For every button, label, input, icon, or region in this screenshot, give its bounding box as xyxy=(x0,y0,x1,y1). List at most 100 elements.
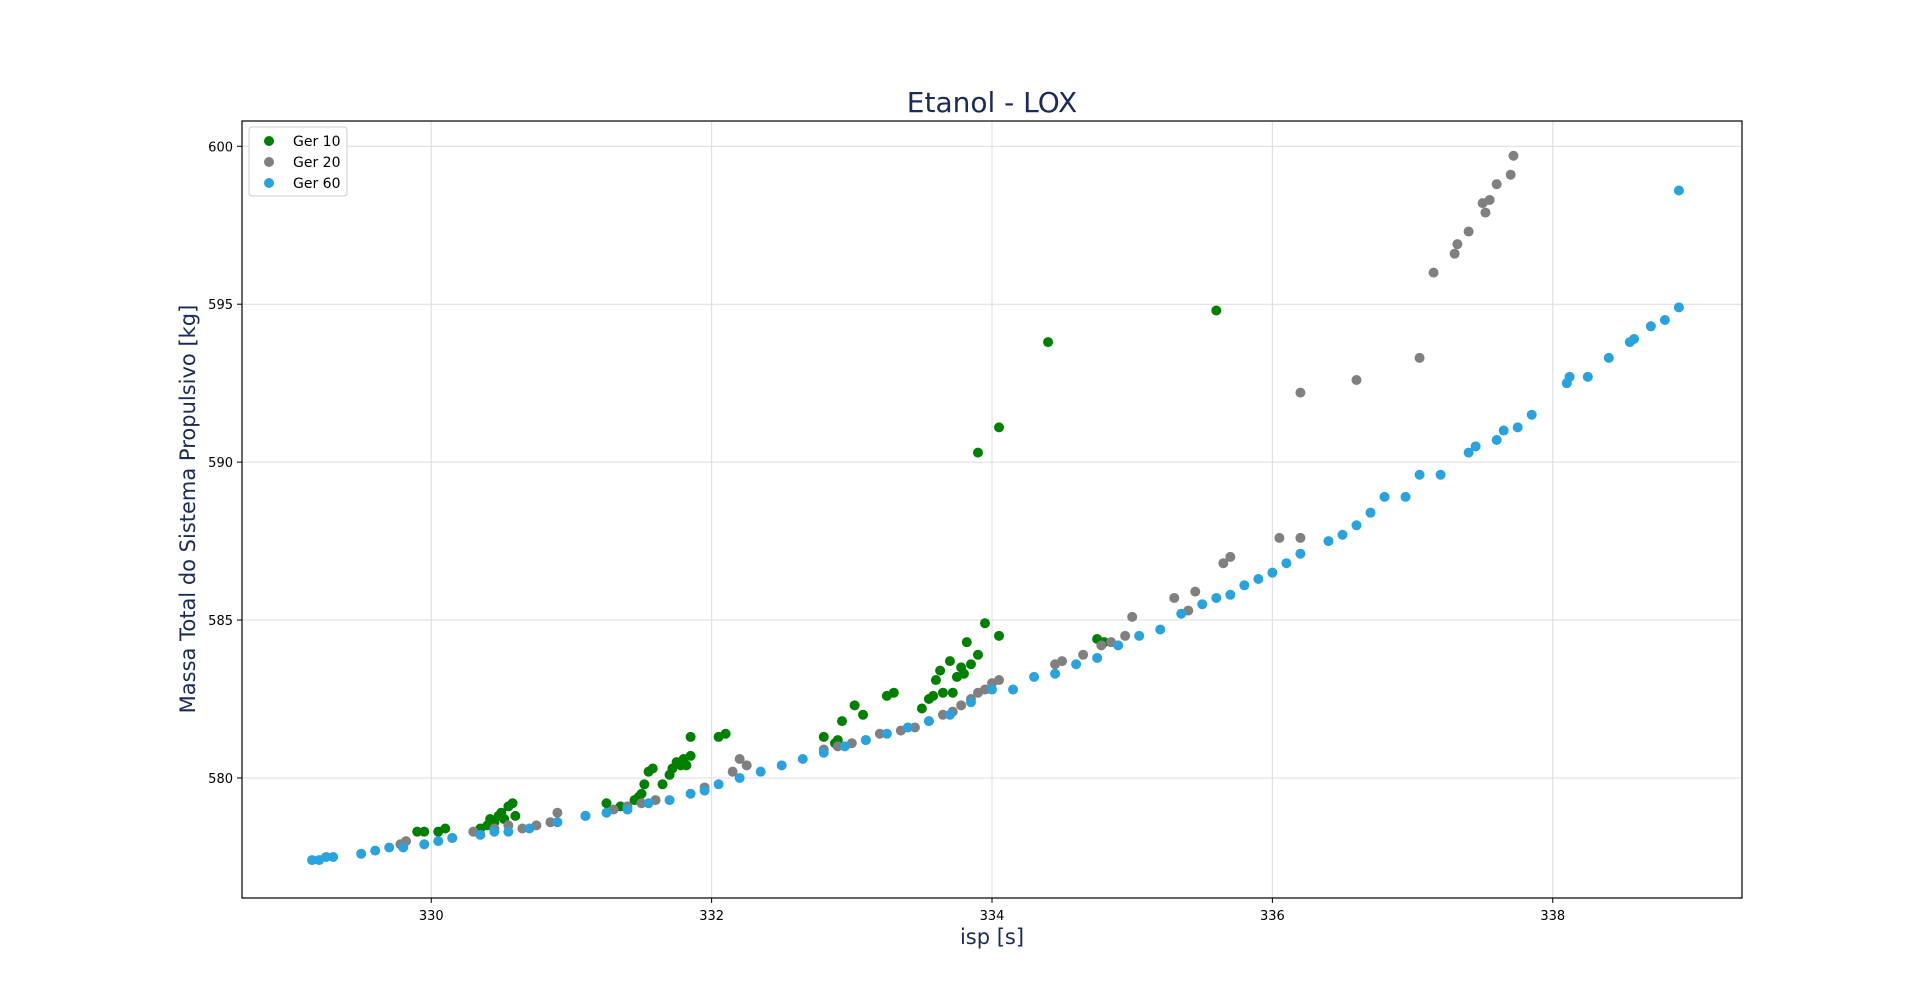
ger-20-point xyxy=(1218,558,1229,569)
ger-20-point xyxy=(1484,194,1495,205)
ger-60-point xyxy=(1379,491,1390,502)
ger-60-point xyxy=(622,804,633,815)
ger-60-point xyxy=(419,839,430,850)
ger-20-point xyxy=(832,741,843,752)
ger-60-point xyxy=(944,709,955,720)
ger-60-point xyxy=(1400,491,1411,502)
ger-20-point xyxy=(727,766,738,777)
ger-60-point xyxy=(1435,469,1446,480)
ger-10-point xyxy=(928,690,939,701)
ger-20-point xyxy=(994,675,1005,686)
ger-20-point xyxy=(1295,532,1306,543)
ger-20-point xyxy=(636,798,647,809)
ger-60-point xyxy=(1267,567,1278,578)
x-tick-label: 334 xyxy=(980,909,1005,924)
ger-60-point xyxy=(1295,548,1306,559)
ger-10-point xyxy=(972,447,983,458)
y-tick-label: 585 xyxy=(208,614,233,629)
ger-20-point xyxy=(1225,551,1236,562)
ger-20-point xyxy=(1505,169,1516,180)
legend-label-ger-60: Ger 60 xyxy=(293,176,340,192)
ger-20-point xyxy=(1480,207,1491,218)
ger-60-point xyxy=(1351,520,1362,531)
ger-10-point xyxy=(947,687,958,698)
ger-60-point xyxy=(734,772,745,783)
ger-60-point xyxy=(1512,422,1523,433)
ger-60-point xyxy=(489,826,500,837)
y-tick-label: 595 xyxy=(208,298,233,313)
ger-10-point xyxy=(888,687,899,698)
ger-60-point xyxy=(1582,371,1593,382)
ger-60-point xyxy=(307,855,318,866)
ger-20-point xyxy=(734,754,745,765)
ger-10-point xyxy=(958,668,969,679)
ger-60-point xyxy=(839,741,850,752)
ger-60-point xyxy=(1029,671,1040,682)
ger-60-point xyxy=(398,842,409,853)
ger-60-point xyxy=(580,810,591,821)
ger-60-point xyxy=(1365,507,1376,518)
ger-60-point xyxy=(1071,659,1082,670)
ger-60-point xyxy=(1050,668,1061,679)
y-axis-title: Massa Total do Sistema Propulsivo [kg] xyxy=(176,305,200,714)
ger-60-point xyxy=(1092,652,1103,663)
ger-20-point xyxy=(909,722,920,733)
ger-10-point xyxy=(994,630,1005,641)
ger-60-point xyxy=(755,766,766,777)
ger-10-point xyxy=(685,731,696,742)
ger-10-point xyxy=(681,760,692,771)
ger-10-point xyxy=(1211,305,1222,316)
ger-60-point xyxy=(1629,333,1640,344)
ger-60-point xyxy=(664,795,675,806)
ger-60-point xyxy=(818,747,829,758)
ger-60-point xyxy=(860,735,871,746)
ger-20-point xyxy=(1190,586,1201,597)
ger-60-point xyxy=(1414,469,1425,480)
ger-10-point xyxy=(685,750,696,761)
ger-10-point xyxy=(720,728,731,739)
ger-60-point xyxy=(1673,185,1684,196)
ger-60-point xyxy=(1253,573,1264,584)
y-tick-label: 600 xyxy=(208,140,233,155)
ger-60-point xyxy=(433,836,444,847)
x-axis-title: isp [s] xyxy=(960,925,1024,949)
ger-10-point xyxy=(440,823,451,834)
ger-10-point xyxy=(930,675,941,686)
ger-10-point xyxy=(979,618,990,629)
ger-20-point xyxy=(1057,656,1068,667)
ger-20-point xyxy=(956,700,967,711)
ger-20-point xyxy=(552,807,563,818)
ger-20-point xyxy=(1414,352,1425,363)
ger-60-point xyxy=(685,788,696,799)
ger-10-point xyxy=(818,731,829,742)
ger-20-point xyxy=(979,684,990,695)
legend-box xyxy=(248,126,348,197)
ger-10-point xyxy=(412,826,423,837)
ger-60-point xyxy=(965,697,976,708)
ger-10-point xyxy=(849,700,860,711)
x-tick-label: 332 xyxy=(699,909,724,924)
ger-60-point xyxy=(902,722,913,733)
ger-60-point xyxy=(1008,684,1019,695)
ger-10-point xyxy=(510,810,521,821)
ger-10-point xyxy=(858,709,869,720)
points-layer xyxy=(307,150,1684,866)
ger-60-point xyxy=(1155,624,1166,635)
x-tick-label: 330 xyxy=(419,909,444,924)
ger-10-point xyxy=(647,763,658,774)
ger-60-point xyxy=(643,798,654,809)
ger-20-point xyxy=(1078,649,1089,660)
ger-10-point xyxy=(972,649,983,660)
ger-20-point xyxy=(1351,375,1362,385)
ger-20-point xyxy=(1096,640,1107,651)
ger-60-point xyxy=(1211,592,1222,603)
ger-10-point xyxy=(837,716,847,727)
ger-60-point xyxy=(1659,314,1670,325)
ger-60-point xyxy=(1197,599,1208,610)
grid-layer xyxy=(242,121,1742,898)
ger-60-point xyxy=(1176,608,1187,619)
ger-60-point xyxy=(475,829,486,840)
ger-60-point xyxy=(1134,630,1145,641)
